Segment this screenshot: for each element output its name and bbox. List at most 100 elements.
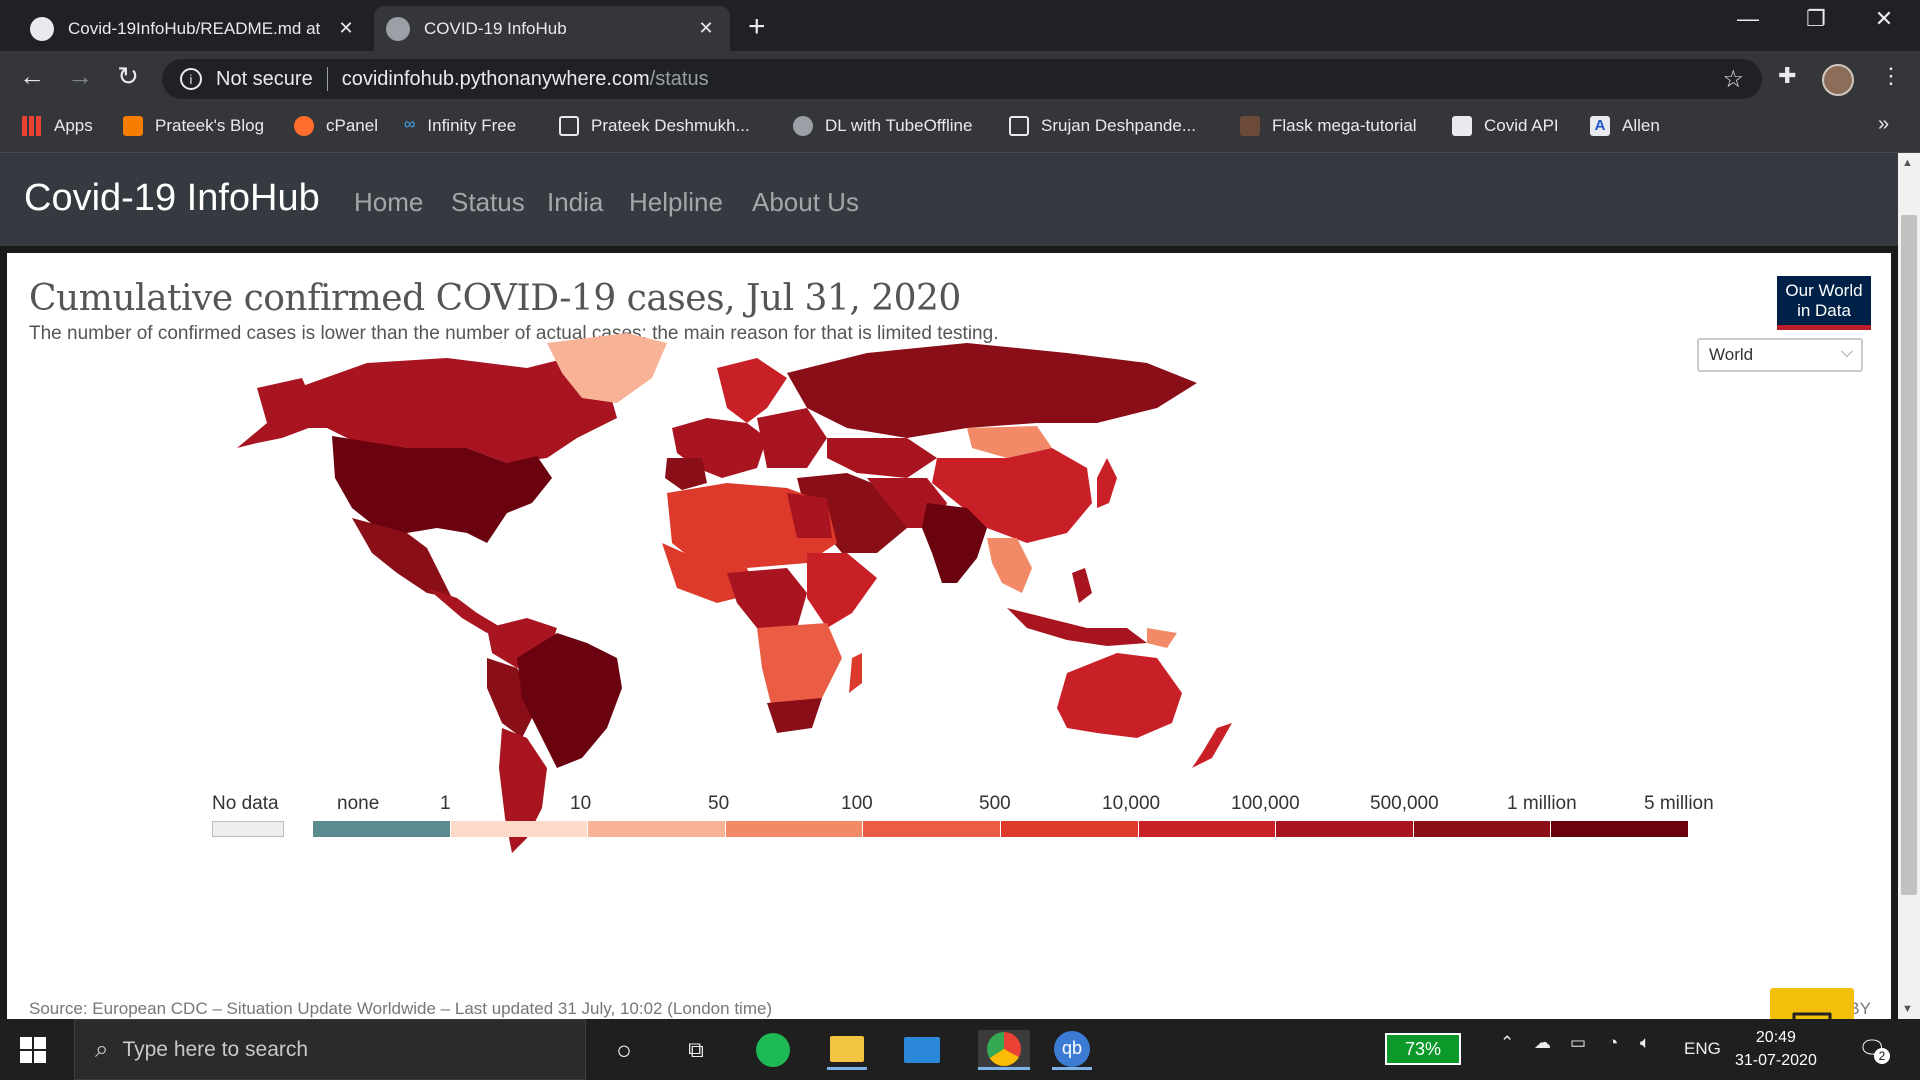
- extensions-icon[interactable]: ✚: [1778, 63, 1797, 88]
- bookmark-apps[interactable]: Apps: [22, 116, 93, 136]
- bookmark-srujan-deshpande[interactable]: Srujan Deshpande...: [1009, 116, 1196, 136]
- legend-swatch[interactable]: [313, 821, 451, 837]
- bookmarks-overflow-button[interactable]: »: [1878, 113, 1890, 135]
- mail-icon[interactable]: [902, 1030, 942, 1070]
- reload-button[interactable]: ↻: [117, 61, 139, 91]
- clock[interactable]: 20:49 31-07-2020: [1735, 1026, 1817, 1072]
- battery-indicator[interactable]: 73%: [1385, 1033, 1461, 1065]
- map-scandinavia[interactable]: [717, 358, 787, 423]
- scrollbar-thumb[interactable]: [1901, 215, 1917, 895]
- task-view-icon[interactable]: ⧉: [688, 1037, 704, 1062]
- map-russia[interactable]: [787, 343, 1197, 438]
- map-east-africa[interactable]: [807, 553, 877, 628]
- map-madagascar[interactable]: [849, 653, 862, 693]
- map-papua[interactable]: [1147, 628, 1177, 648]
- map-eastern-europe[interactable]: [757, 408, 827, 468]
- close-icon[interactable]: ✕: [338, 18, 354, 38]
- bookmark-cpanel[interactable]: cPanel: [294, 116, 378, 136]
- cortana-icon[interactable]: ○: [616, 1034, 632, 1065]
- map-alaska[interactable]: [237, 378, 322, 448]
- map-kazakhstan[interactable]: [827, 438, 937, 478]
- taskbar-search[interactable]: ⌕ Type here to search: [74, 1019, 586, 1080]
- map-china[interactable]: [932, 448, 1092, 543]
- legend-swatch[interactable]: [1413, 821, 1552, 837]
- legend-swatch[interactable]: [1276, 821, 1414, 837]
- wifi-icon[interactable]: ◔: [1608, 1033, 1619, 1052]
- legend-swatch[interactable]: [1551, 821, 1689, 837]
- map-peru-bolivia[interactable]: [487, 658, 537, 738]
- tab-readme[interactable]: Covid-19InfoHub/README.md at ✕: [18, 6, 370, 51]
- bookmark-dl-tubeoffline[interactable]: DL with TubeOffline: [793, 116, 972, 136]
- map-nigeria-central[interactable]: [727, 568, 807, 628]
- new-tab-button[interactable]: +: [748, 10, 766, 43]
- legend-swatch[interactable]: [863, 821, 1001, 837]
- map-iberia[interactable]: [665, 458, 707, 490]
- onedrive-icon[interactable]: ☁: [1534, 1033, 1551, 1052]
- nav-india[interactable]: India: [547, 187, 604, 217]
- feedback-button[interactable]: [1770, 988, 1854, 1019]
- map-canada[interactable]: [287, 358, 617, 463]
- map-central-america[interactable]: [427, 588, 502, 633]
- legend-swatch[interactable]: [588, 821, 726, 837]
- back-button[interactable]: ←: [19, 61, 45, 91]
- page-scrollbar[interactable]: ▲ ▼: [1898, 153, 1920, 1019]
- nav-helpline[interactable]: Helpline: [629, 187, 723, 217]
- legend-swatch[interactable]: [1138, 821, 1277, 837]
- map-philippines[interactable]: [1072, 568, 1092, 603]
- close-window-button[interactable]: ✕: [1874, 6, 1894, 31]
- windows-start-icon[interactable]: [20, 1037, 46, 1063]
- map-india[interactable]: [922, 503, 987, 583]
- bookmark-infinity-free[interactable]: ∞ Infinity Free: [404, 116, 516, 136]
- battery-icon[interactable]: ▭: [1570, 1033, 1587, 1052]
- map-australia[interactable]: [1057, 653, 1182, 738]
- minimize-button[interactable]: —: [1737, 6, 1759, 31]
- spotify-icon[interactable]: [753, 1030, 793, 1070]
- map-mongolia[interactable]: [967, 426, 1052, 458]
- menu-icon[interactable]: ⋮: [1880, 63, 1902, 88]
- map-southern-africa[interactable]: [757, 623, 842, 723]
- map-indonesia[interactable]: [1007, 608, 1147, 646]
- tab-covid-infohub[interactable]: COVID-19 InfoHub ✕: [374, 6, 730, 51]
- map-japan-korea[interactable]: [1097, 458, 1117, 508]
- restore-button[interactable]: ❐: [1806, 6, 1826, 31]
- nav-about-us[interactable]: About Us: [752, 187, 859, 217]
- map-new-zealand[interactable]: [1192, 723, 1232, 768]
- chart-source[interactable]: Source: European CDC – Situation Update …: [29, 999, 773, 1018]
- nav-status[interactable]: Status: [451, 187, 525, 217]
- bookmark-star-icon[interactable]: ☆: [1722, 65, 1744, 93]
- bookmark-covid-api[interactable]: Covid API: [1452, 116, 1559, 136]
- scroll-up-icon[interactable]: ▲: [1902, 157, 1913, 169]
- chrome-icon[interactable]: [978, 1030, 1030, 1070]
- region-select[interactable]: World ⌵: [1697, 338, 1863, 372]
- tray-overflow-icon[interactable]: ⌃: [1500, 1033, 1515, 1052]
- scroll-down-icon[interactable]: ▼: [1902, 1003, 1913, 1015]
- volume-icon[interactable]: 🔈︎: [1640, 1033, 1651, 1052]
- close-icon[interactable]: ✕: [698, 18, 714, 38]
- file-explorer-icon[interactable]: [827, 1030, 867, 1070]
- legend-nodata-swatch[interactable]: [212, 821, 284, 837]
- owid-logo[interactable]: Our World in Data: [1777, 276, 1871, 330]
- map-egypt[interactable]: [787, 493, 832, 538]
- forward-button[interactable]: →: [67, 61, 93, 91]
- info-icon[interactable]: i: [180, 68, 202, 90]
- notifications-button[interactable]: 🗨︎ 2: [1858, 1036, 1890, 1064]
- language-indicator[interactable]: ENG: [1684, 1039, 1721, 1058]
- site-brand[interactable]: Covid-19 InfoHub: [24, 177, 320, 219]
- bookmark-prateeks-blog[interactable]: Prateek's Blog: [123, 116, 264, 136]
- world-map[interactable]: [107, 328, 1607, 888]
- qbittorrent-icon[interactable]: qb: [1052, 1030, 1092, 1070]
- legend-swatch[interactable]: [725, 821, 864, 837]
- bookmark-allen[interactable]: A Allen: [1590, 116, 1660, 136]
- map-brazil[interactable]: [517, 633, 622, 768]
- bookmark-flask-mega-tutorial[interactable]: Flask mega-tutorial: [1240, 116, 1417, 136]
- legend-swatch[interactable]: [1001, 821, 1139, 837]
- bookmark-prateek-deshmukh[interactable]: Prateek Deshmukh...: [559, 116, 750, 136]
- address-bar[interactable]: i Not secure covidinfohub.pythonanywhere…: [162, 59, 1762, 99]
- map-southeast-asia[interactable]: [987, 538, 1032, 593]
- map-south-africa[interactable]: [767, 698, 822, 733]
- legend-swatch[interactable]: [450, 821, 589, 837]
- map-usa[interactable]: [332, 436, 552, 543]
- map-mexico[interactable]: [352, 518, 452, 598]
- map-greenland[interactable]: [547, 333, 667, 403]
- nav-home[interactable]: Home: [354, 187, 424, 217]
